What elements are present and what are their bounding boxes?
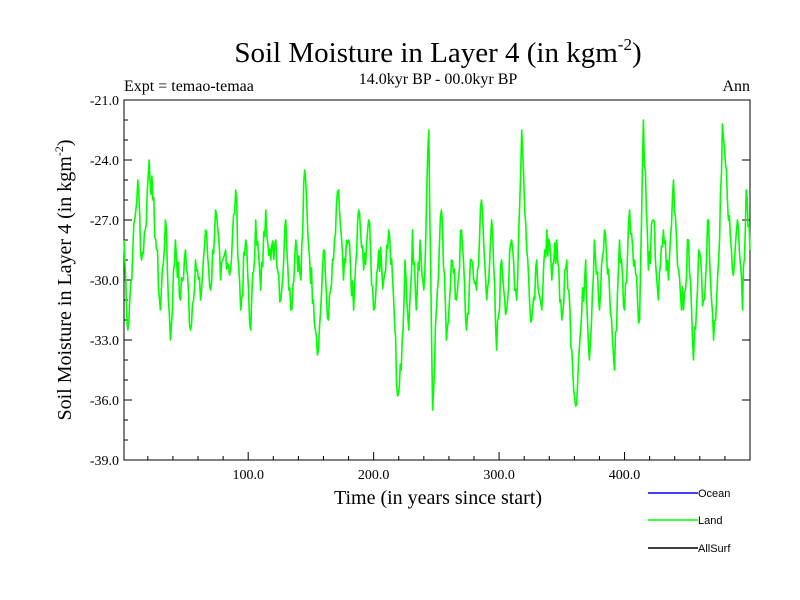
x-tick-label: 100.0 xyxy=(232,468,264,483)
legend-label: Ocean xyxy=(698,488,730,500)
y-tick-label: -39.0 xyxy=(90,454,119,469)
legend: Ocean Land AllSurf xyxy=(648,488,731,555)
chart-title: Soil Moisture in Layer 4 (in kgm-2) xyxy=(234,35,641,69)
series-group xyxy=(123,119,751,411)
x-tick-label: 300.0 xyxy=(483,468,515,483)
x-tick-label: 200.0 xyxy=(358,468,390,483)
legend-item-ocean: Ocean xyxy=(648,488,730,500)
season-label: Ann xyxy=(722,78,750,95)
y-tick-label: -24.0 xyxy=(90,154,119,169)
experiment-label: Expt = temao-temaa xyxy=(124,78,254,95)
period-subtitle: 14.0kyr BP - 00.0kyr BP xyxy=(359,71,518,88)
legend-item-allsurf: AllSurf xyxy=(648,543,731,555)
x-axis-label: Time (in years since start) xyxy=(334,487,542,509)
chart-title-superscript: -2 xyxy=(618,35,632,54)
y-tick-label: -27.0 xyxy=(90,214,119,229)
x-axis: 100.0 200.0 300.0 400.0 xyxy=(147,452,726,483)
y-axis-label: Soil Moisture in Layer 4 (in kgm-2) xyxy=(52,139,76,420)
y-tick-label: -21.0 xyxy=(90,94,119,109)
legend-label: Land xyxy=(698,515,722,527)
y-tick-label: -30.0 xyxy=(90,274,119,289)
y-axis-label-close: ) xyxy=(54,139,76,146)
y-axis: -21.0 -24.0 -27.0 -30.0 -33.0 -36.0 -39.0 xyxy=(90,94,750,469)
legend-item-land: Land xyxy=(648,515,722,527)
legend-label: AllSurf xyxy=(698,543,731,555)
x-tick-label: 400.0 xyxy=(609,468,641,483)
chart-title-close: ) xyxy=(632,37,642,69)
y-tick-label: -36.0 xyxy=(90,394,119,409)
y-tick-label: -33.0 xyxy=(90,334,119,349)
series-line-land xyxy=(123,119,751,411)
y-axis-label-superscript: -2 xyxy=(52,146,66,156)
